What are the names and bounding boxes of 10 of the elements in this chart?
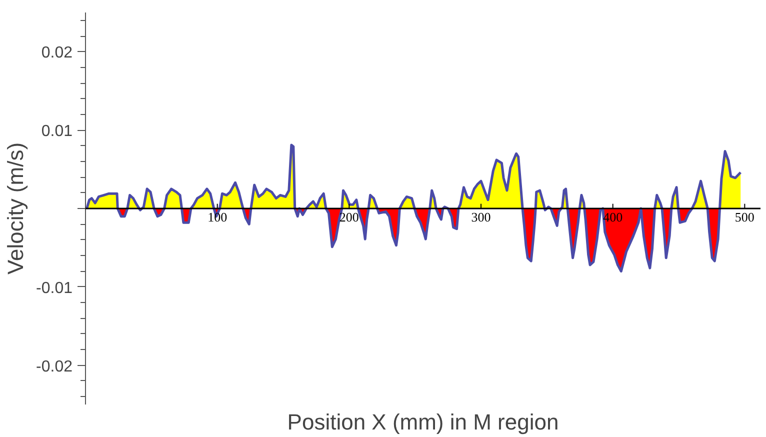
y-tick-label: 0.01 xyxy=(41,123,73,140)
x-axis-title: Position X (mm) in M region xyxy=(287,410,559,434)
y-tick-label: 0.02 xyxy=(41,44,73,62)
y-tick-label: -0.02 xyxy=(36,358,73,376)
x-tick-label: 300 xyxy=(471,210,491,224)
x-tick-label: 200 xyxy=(339,210,359,224)
y-axis-title: Velocity (m/s) xyxy=(3,142,28,275)
x-tick-label: 100 xyxy=(208,210,228,224)
x-tick-label: 500 xyxy=(734,210,754,224)
y-tick-label: -0.01 xyxy=(36,280,73,297)
